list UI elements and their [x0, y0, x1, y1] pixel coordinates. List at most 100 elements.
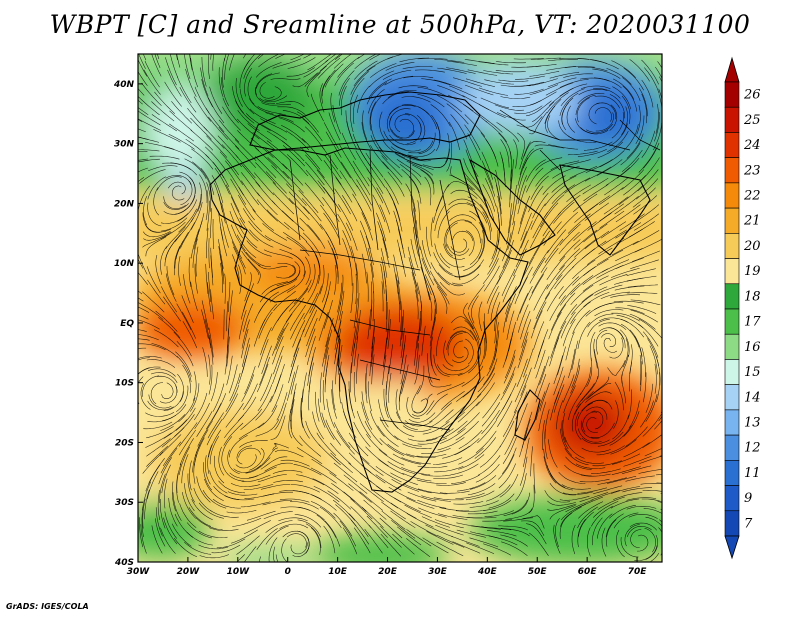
streamline: [281, 125, 306, 143]
streamline: [458, 430, 483, 450]
streamline: [556, 292, 576, 317]
streamline: [310, 467, 337, 484]
streamline: [499, 420, 515, 448]
colorbar-swatch: [724, 485, 740, 512]
colorbar-label: 12: [744, 441, 761, 456]
streamline: [142, 451, 164, 474]
streamline: [505, 508, 533, 520]
streamline: [420, 246, 431, 275]
streamline: [205, 190, 209, 221]
streamline: [606, 476, 637, 484]
streamline: [577, 506, 599, 529]
streamline: [436, 326, 443, 357]
streamline: [468, 347, 481, 374]
streamline: [305, 161, 325, 186]
streamline: [297, 111, 319, 133]
streamline: [517, 132, 526, 160]
streamline: [175, 54, 178, 61]
streamline: [320, 144, 339, 170]
streamline: [446, 67, 476, 74]
streamline: [266, 209, 290, 230]
streamline: [401, 364, 409, 394]
colorbar-label: 14: [744, 390, 761, 405]
streamline: [146, 359, 176, 368]
streamline: [468, 312, 480, 341]
streamline: [542, 175, 566, 195]
streamline: [255, 419, 280, 437]
streamline: [248, 466, 277, 479]
streamline: [638, 455, 662, 464]
colorbar-label: 26: [743, 88, 761, 103]
streamline: [475, 464, 500, 483]
streamline: [236, 118, 260, 140]
streamline: [333, 302, 341, 332]
streamline: [495, 61, 526, 64]
streamline: [353, 371, 357, 402]
streamline: [502, 366, 516, 394]
streamline: [174, 195, 196, 215]
streamline: [515, 75, 545, 80]
streamline: [452, 230, 474, 241]
streamline: [191, 499, 213, 521]
streamline: [163, 196, 186, 209]
streamline: [398, 247, 406, 277]
streamline: [598, 238, 625, 255]
streamline: [220, 262, 223, 293]
streamline: [501, 156, 506, 187]
streamline: [273, 290, 296, 312]
streamline: [138, 297, 144, 302]
streamline: [296, 530, 310, 554]
streamline: [488, 340, 497, 370]
streamline: [428, 376, 452, 388]
streamline: [420, 266, 432, 295]
streamline: [528, 484, 535, 514]
streamline: [316, 514, 337, 538]
lon-tick-label: 10W: [227, 567, 251, 577]
streamline: [385, 289, 387, 320]
streamline: [212, 393, 227, 421]
streamline: [290, 501, 319, 510]
streamline: [232, 518, 262, 527]
streamline: [560, 428, 573, 456]
streamline: [539, 356, 550, 385]
streamline: [632, 230, 660, 246]
streamline: [241, 474, 271, 482]
streamline: [621, 106, 628, 136]
streamline: [350, 506, 372, 529]
streamline: [307, 274, 319, 303]
streamline: [621, 169, 645, 190]
streamline: [422, 537, 449, 554]
streamline: [641, 93, 647, 124]
streamline: [487, 285, 499, 315]
streamline: [361, 401, 373, 430]
streamline: [406, 513, 434, 528]
streamline: [549, 71, 580, 79]
streamline: [160, 213, 189, 224]
streamline: [290, 338, 302, 368]
streamline: [562, 374, 575, 403]
streamline: [436, 95, 463, 113]
streamline: [452, 273, 480, 285]
streamline: [307, 54, 332, 71]
streamline: [269, 285, 296, 303]
streamline: [323, 300, 333, 329]
colorbar-label: 7: [744, 516, 753, 531]
streamline: [141, 83, 162, 106]
streamline: [331, 389, 338, 419]
streamline: [359, 230, 370, 260]
streamline: [318, 398, 326, 428]
streamline: [593, 88, 621, 99]
streamline: [369, 410, 385, 437]
streamline: [586, 417, 598, 433]
streamline: [401, 154, 431, 162]
streamline: [238, 355, 247, 385]
streamline: [611, 312, 640, 322]
streamline: [232, 254, 240, 284]
streamline: [636, 178, 659, 200]
streamline: [336, 430, 355, 455]
streamline: [456, 382, 480, 402]
streamline: [615, 204, 641, 223]
streamline: [600, 221, 627, 239]
streamline: [520, 367, 532, 396]
